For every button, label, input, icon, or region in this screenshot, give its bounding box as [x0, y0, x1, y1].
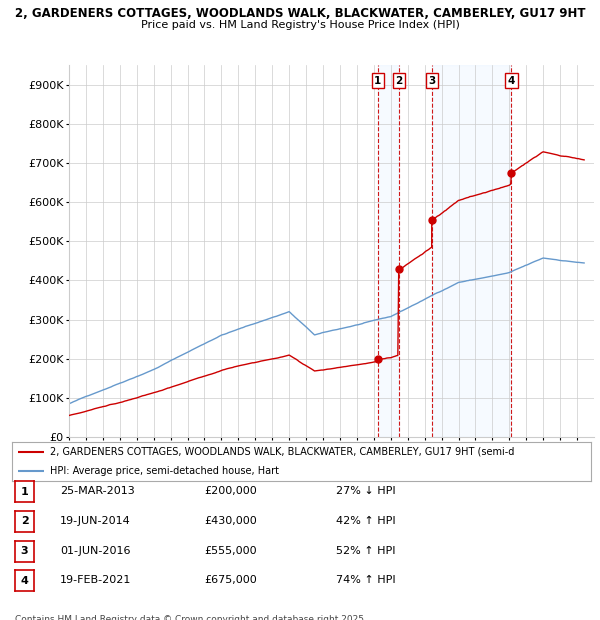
Bar — [432, 65, 511, 437]
Text: 1: 1 — [21, 487, 28, 497]
Text: 3: 3 — [428, 76, 436, 86]
Text: £200,000: £200,000 — [204, 486, 257, 496]
Text: 01-JUN-2016: 01-JUN-2016 — [60, 546, 131, 556]
Text: 74% ↑ HPI: 74% ↑ HPI — [336, 575, 395, 585]
Text: 19-JUN-2014: 19-JUN-2014 — [60, 516, 131, 526]
Text: HPI: Average price, semi-detached house, Hart: HPI: Average price, semi-detached house,… — [50, 466, 278, 476]
Text: £555,000: £555,000 — [204, 546, 257, 556]
Text: 27% ↓ HPI: 27% ↓ HPI — [336, 486, 395, 496]
Text: 42% ↑ HPI: 42% ↑ HPI — [336, 516, 395, 526]
Text: 3: 3 — [21, 546, 28, 556]
Text: 2: 2 — [395, 76, 403, 86]
Bar — [378, 65, 399, 437]
Text: 4: 4 — [20, 576, 29, 586]
Text: £675,000: £675,000 — [204, 575, 257, 585]
Text: 2: 2 — [21, 516, 28, 526]
Text: £430,000: £430,000 — [204, 516, 257, 526]
Text: 25-MAR-2013: 25-MAR-2013 — [60, 486, 135, 496]
Text: 1: 1 — [374, 76, 382, 86]
Text: 4: 4 — [508, 76, 515, 86]
Text: 2, GARDENERS COTTAGES, WOODLANDS WALK, BLACKWATER, CAMBERLEY, GU17 9HT: 2, GARDENERS COTTAGES, WOODLANDS WALK, B… — [15, 7, 585, 20]
Text: Contains HM Land Registry data © Crown copyright and database right 2025.: Contains HM Land Registry data © Crown c… — [15, 615, 367, 620]
Text: 19-FEB-2021: 19-FEB-2021 — [60, 575, 131, 585]
Text: 52% ↑ HPI: 52% ↑ HPI — [336, 546, 395, 556]
Text: 2, GARDENERS COTTAGES, WOODLANDS WALK, BLACKWATER, CAMBERLEY, GU17 9HT (semi-d: 2, GARDENERS COTTAGES, WOODLANDS WALK, B… — [50, 446, 514, 457]
Text: Price paid vs. HM Land Registry's House Price Index (HPI): Price paid vs. HM Land Registry's House … — [140, 20, 460, 30]
